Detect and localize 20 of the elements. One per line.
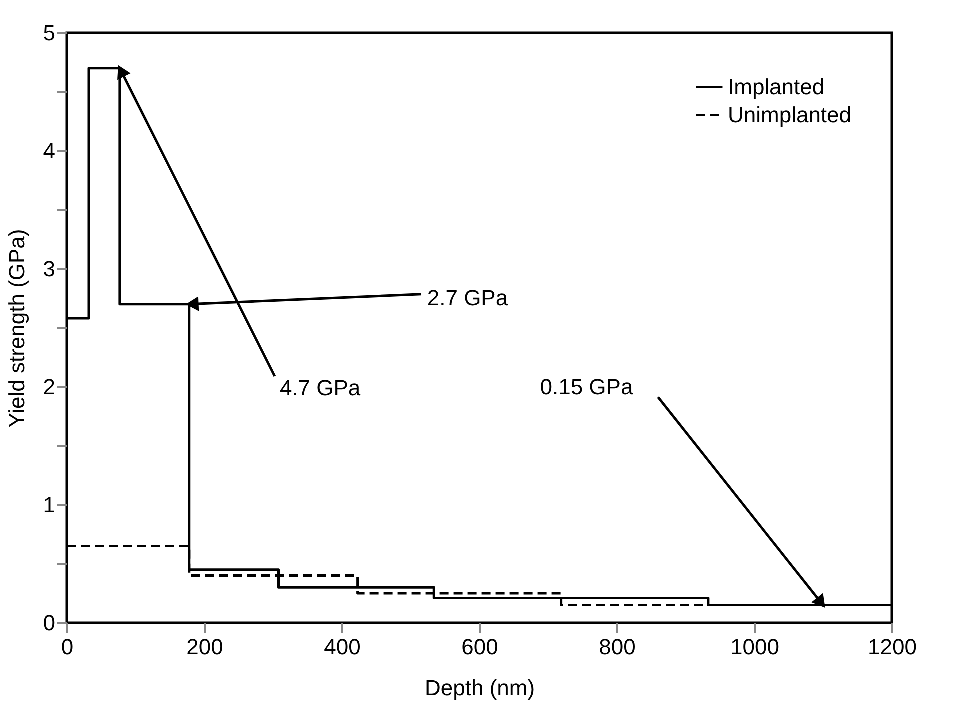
x-axis-title: Depth (nm) bbox=[424, 676, 536, 700]
annotation: 4.7 GPa bbox=[280, 375, 362, 400]
annotation: 0.15 GPa bbox=[540, 374, 634, 400]
x-tick-label: 800 bbox=[599, 634, 636, 660]
x-tick-label: 200 bbox=[186, 634, 224, 660]
legend-label: Implanted bbox=[728, 74, 825, 100]
y-tick-label: 4 bbox=[43, 138, 56, 164]
x-tick-label: 400 bbox=[324, 634, 361, 660]
annotation: 2.7 GPa bbox=[427, 285, 509, 310]
y-tick-label: 5 bbox=[43, 20, 56, 46]
x-tick-label: 1000 bbox=[730, 634, 780, 660]
legend-label: Unimplanted bbox=[728, 102, 852, 128]
x-tick-label: 0 bbox=[61, 634, 74, 660]
x-tick-label: 1200 bbox=[868, 634, 917, 660]
y-axis-title: Yield strength (GPa) bbox=[4, 229, 30, 428]
x-tick-label: 600 bbox=[462, 634, 498, 660]
y-tick-label: 0 bbox=[43, 610, 56, 636]
y-tick-label: 2 bbox=[43, 374, 56, 400]
y-tick-label: 1 bbox=[43, 492, 56, 518]
y-tick-label: 3 bbox=[43, 256, 56, 282]
